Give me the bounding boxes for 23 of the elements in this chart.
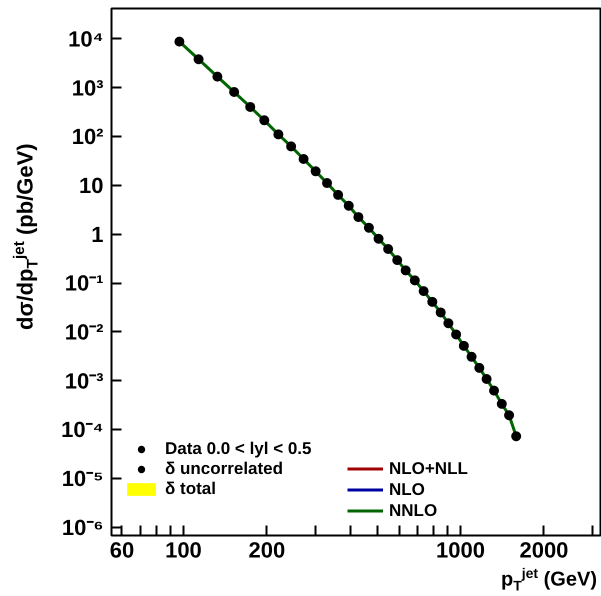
legend-label: δ uncorrelated [165, 459, 284, 479]
y-tick-label: 10⁻⁶ [62, 514, 104, 540]
y-tick-label: 10⁻¹ [64, 270, 104, 296]
y-tick-label: 10⁻³ [64, 368, 104, 394]
legend-label: NLO+NLL [389, 458, 468, 479]
y-tick-label: 10⁴ [68, 26, 104, 52]
y-tick-label: 10 [79, 172, 104, 198]
legend-label: NLO [389, 479, 425, 500]
y-tick-label: 10⁻² [64, 319, 104, 344]
legend-label: δ total [165, 479, 216, 499]
y-tick-label: 10⁻⁴ [61, 417, 104, 442]
legend-label: Data 0.0 < lyl < 0.5 [165, 439, 312, 459]
y-tick-label: 1 [91, 222, 104, 247]
legend-label: NNLO [389, 500, 438, 521]
y-tick-label: 10⁻⁵ [62, 466, 104, 491]
y-tick-label: 10³ [72, 75, 104, 100]
x-tick-label: 200 [248, 538, 286, 562]
y-tick-label: 10² [72, 124, 104, 150]
x-tick-label: 1000 [436, 538, 486, 562]
x-tick-label: 2000 [519, 538, 568, 562]
x-tick-label: 100 [165, 538, 202, 562]
x-tick-label: 60 [110, 538, 134, 562]
x-axis-title: p$_{T}$$^{jet}$ (GeV) [500, 565, 597, 594]
